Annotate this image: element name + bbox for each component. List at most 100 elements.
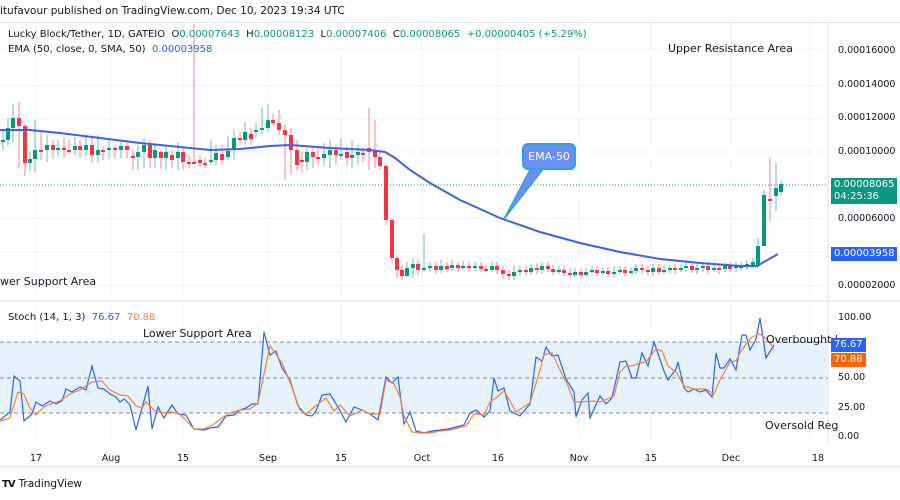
candle [411,264,415,268]
candle [618,270,622,272]
last-price-tag: 0.00008065 04:25:36 [831,178,898,204]
candle [373,150,377,157]
candle [192,162,196,164]
candle [214,153,218,160]
candle [668,268,672,270]
candle [529,268,533,272]
candle [266,120,270,128]
candle [751,262,755,265]
candle [568,273,572,275]
lower-support-label-main: wer Support Area [0,275,97,288]
candle [11,118,15,128]
price-tick: 0.00010000 [838,146,896,157]
candle [590,270,594,272]
candle [39,150,43,152]
candle [220,154,224,160]
candle [395,258,399,270]
candle [501,270,505,274]
candle [390,220,394,258]
stoch-k-tag: 76.67 [831,338,866,352]
candle [400,270,404,276]
time-label: 16 [491,453,505,464]
ema-label[interactable]: EMA (50, close, 0, SMA, 50) [8,44,146,55]
stoch-d-line [0,333,775,434]
candle [640,268,644,270]
close-value: 0.00008065 [399,29,461,40]
candle [203,163,207,165]
candle [62,148,66,150]
stoch-label[interactable]: Stoch (14, 1, 3) [8,312,86,323]
price-tick: 0.00006000 [838,213,896,224]
last-price: 0.00008065 [834,179,895,190]
published-line: itufavour published on TradingView.com, … [0,5,345,17]
candle [428,266,432,268]
high-value: 0.00008123 [253,29,315,40]
symbol-name[interactable]: Lucky Block/Tether, 1D, GATEIO [8,29,166,40]
candle [612,272,616,274]
time-label: 15 [644,453,658,464]
ema-callout: EMA-50 [522,143,576,170]
candle [249,134,253,139]
candle [768,199,772,201]
stoch-legend: Stoch (14, 1, 3) 76.67 70.88 [8,312,155,323]
brand-name: TradingView [18,478,83,490]
candle [148,145,152,158]
candle [573,272,577,275]
candle [51,145,55,150]
candle [339,154,343,156]
candle [623,270,627,273]
candle [28,159,32,163]
time-label: 15 [334,453,348,464]
candle [779,184,783,192]
candle [113,148,117,150]
candle [584,272,588,275]
price-tick: 0.00016000 [838,45,896,56]
candle [84,145,88,150]
candle [479,266,483,269]
candle [416,264,420,270]
candle [67,150,71,152]
open-label: O [171,29,180,40]
candle [78,146,82,150]
time-label: Nov [569,453,589,464]
candle [271,120,275,123]
candle [606,271,610,274]
candle [56,148,60,150]
candle [187,162,191,164]
candle [350,155,354,158]
overbought-label: Overbought l [766,333,838,346]
time-label: 15 [176,453,190,464]
candle [551,269,555,272]
candle [226,151,230,157]
bar-countdown: 04:25:36 [834,191,879,202]
ema-legend: EMA (50, close, 0, SMA, 50) 0.00003958 [8,44,212,55]
candle [125,146,129,150]
candle [712,268,716,270]
candle [706,266,710,270]
candle [334,150,338,155]
candle [595,270,599,273]
lower-support-label-stoch: Lower Support Area [143,327,252,340]
candle [23,126,27,163]
change-value: +0.00000405 (+5.29%) [466,29,587,40]
time-label: Sep [259,453,277,464]
stoch-tick: 100.00 [838,312,872,323]
candle [684,266,688,268]
candle [254,130,258,132]
ema-value: 0.00003958 [151,44,213,55]
candle [646,270,650,272]
candle [243,132,247,140]
time-label: 17 [29,453,43,464]
candle [524,270,528,272]
candle [445,266,449,269]
candle [629,271,633,273]
candle [90,145,94,155]
candle [562,270,566,273]
candle [734,266,738,268]
candle [328,150,332,155]
candle [546,266,550,269]
candle [512,272,516,276]
candle [153,150,157,158]
main-legend: Lucky Block/Tether, 1D, GATEIO O0.000076… [8,29,587,40]
